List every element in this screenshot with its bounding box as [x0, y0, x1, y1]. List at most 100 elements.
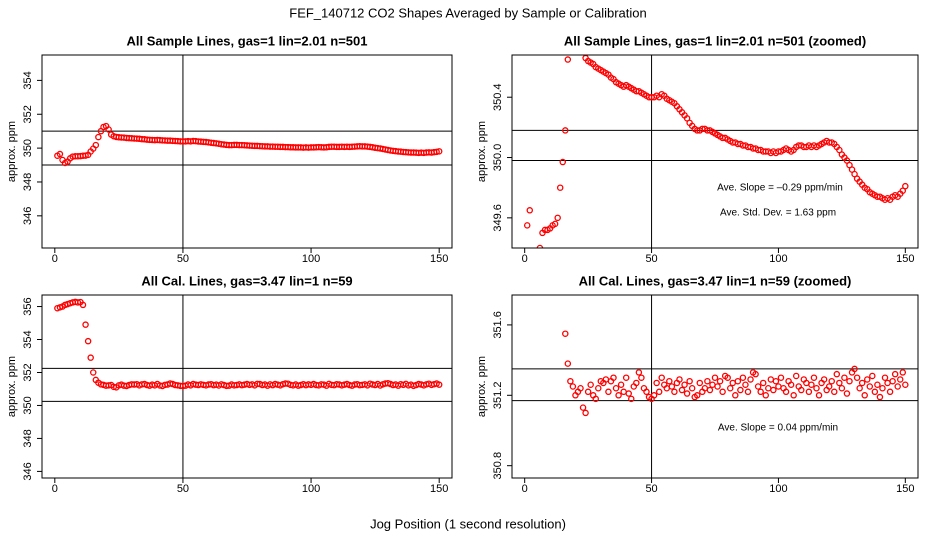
- y-tick-label: 348: [22, 429, 34, 447]
- point: [688, 385, 696, 392]
- point: [650, 392, 658, 399]
- point: [668, 383, 676, 390]
- point: [643, 388, 650, 396]
- point: [777, 374, 785, 381]
- point: [681, 381, 688, 388]
- point: [625, 390, 632, 397]
- x-tick-label: 0: [52, 253, 58, 265]
- point: [787, 381, 795, 388]
- y-tick-label: 351.2: [492, 382, 504, 410]
- point: [869, 372, 876, 380]
- point: [810, 374, 818, 381]
- point: [105, 126, 112, 133]
- annotation: Ave. Std. Dev. = 1.63 ppm: [720, 208, 836, 219]
- point: [535, 276, 540, 281]
- point: [828, 377, 835, 385]
- point: [843, 390, 851, 397]
- point: [902, 182, 909, 190]
- y-tick-label: 348: [22, 173, 34, 191]
- x-tick-label: 150: [430, 483, 448, 495]
- plot-frame: [41, 54, 453, 249]
- point: [874, 381, 881, 388]
- point: [759, 379, 767, 387]
- point: [770, 386, 777, 394]
- y-tick-label: 350.0: [492, 144, 504, 172]
- point: [825, 383, 833, 390]
- point: [584, 388, 592, 396]
- panel-title: All Sample Lines, gas=1 lin=2.01 n=501 (…: [564, 33, 866, 48]
- point: [732, 392, 739, 399]
- point: [558, 94, 563, 99]
- x-tick-label: 100: [302, 253, 320, 265]
- point: [752, 370, 759, 378]
- point: [767, 376, 775, 383]
- point: [92, 141, 100, 149]
- point: [82, 321, 89, 328]
- point: [716, 377, 724, 385]
- x-tick-label: 0: [522, 483, 528, 495]
- point: [84, 337, 92, 345]
- x-tick-label: 50: [177, 253, 189, 265]
- plot-2: All Cal. Lines, gas=3.47 lin=1 n=59 appro…: [6, 273, 453, 495]
- point: [841, 374, 848, 381]
- point: [858, 379, 866, 387]
- point: [581, 55, 585, 56]
- y-axis-label: approx. ppm: [6, 356, 18, 417]
- point: [813, 385, 820, 392]
- point: [554, 214, 561, 222]
- x-tick-label: 100: [769, 483, 787, 495]
- point: [739, 374, 747, 381]
- y-tick-label: 356: [22, 297, 34, 315]
- point: [881, 374, 889, 381]
- point: [833, 370, 841, 378]
- point: [564, 360, 572, 367]
- x-tick-label: 0: [52, 483, 58, 495]
- point: [693, 392, 701, 399]
- plot-0: All Sample Lines, gas=1 lin=2.01 n=501 ap…: [6, 33, 453, 265]
- point: [610, 374, 617, 381]
- point: [595, 385, 602, 392]
- y-tick-label: 346: [22, 207, 34, 225]
- point: [711, 374, 719, 381]
- point: [579, 404, 587, 411]
- point: [562, 127, 569, 134]
- point: [592, 395, 599, 403]
- point: [435, 381, 443, 388]
- panel-title: All Cal. Lines, gas=3.47 lin=1 n=59: [141, 273, 352, 288]
- point: [726, 385, 734, 392]
- y-axis-label: approx. ppm: [6, 121, 18, 182]
- point: [79, 301, 87, 309]
- point: [891, 370, 899, 378]
- point: [671, 388, 678, 396]
- point: [709, 381, 716, 388]
- x-tick-label: 50: [645, 253, 657, 265]
- plot-1: All Sample Lines, gas=1 lin=2.01 n=501 (…: [476, 33, 919, 293]
- point: [587, 381, 594, 388]
- y-tick-label: 346: [22, 462, 34, 480]
- point: [856, 385, 863, 392]
- point: [805, 388, 813, 396]
- point: [704, 377, 711, 385]
- point: [532, 288, 537, 293]
- point: [772, 377, 780, 385]
- point: [617, 381, 625, 388]
- x-tick-label: 150: [896, 253, 914, 265]
- point: [798, 386, 805, 394]
- point: [638, 374, 645, 381]
- point: [864, 376, 871, 383]
- point: [582, 409, 589, 417]
- point: [559, 158, 567, 166]
- plot-frame: [41, 294, 453, 479]
- point: [683, 390, 691, 397]
- point: [90, 369, 97, 376]
- plot-frame: [511, 54, 919, 249]
- point: [562, 330, 569, 337]
- point: [567, 377, 574, 385]
- point: [655, 388, 663, 396]
- x-tick-label: 0: [522, 253, 528, 265]
- point: [744, 388, 752, 396]
- point: [628, 395, 635, 403]
- point: [633, 379, 640, 387]
- panel-title: All Cal. Lines, gas=3.47 lin=1 n=59 (zoo…: [579, 273, 852, 288]
